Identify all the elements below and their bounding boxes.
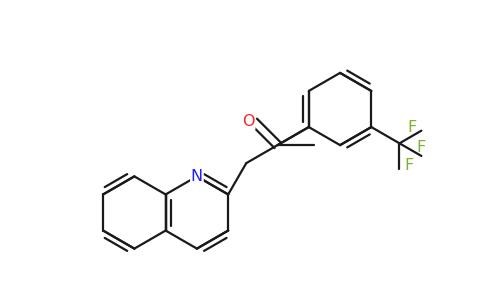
Text: F: F xyxy=(405,158,414,173)
Text: F: F xyxy=(417,140,426,155)
Text: O: O xyxy=(242,114,255,129)
Text: F: F xyxy=(407,120,416,135)
Text: N: N xyxy=(191,169,203,184)
